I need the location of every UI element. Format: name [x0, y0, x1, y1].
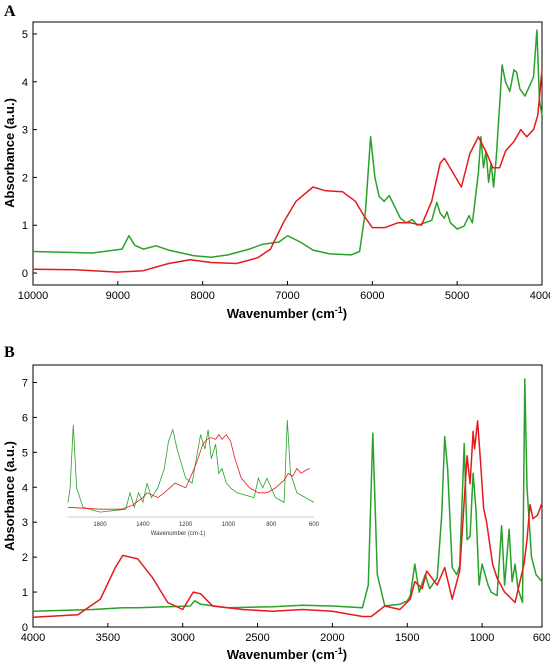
- inset-x-tick-label: 1000: [222, 522, 236, 528]
- panel-b-x-tick-label: 3500: [96, 632, 120, 644]
- panel-b-y-tick-label: 5: [22, 447, 28, 459]
- inset-series-line-1: [67, 419, 315, 513]
- panel-b-ticks: 4000 3500 3000 2500 2000 1500 1000 600 0 1 2 3 4 5 6 7: [21, 377, 550, 644]
- panel-b-y-tick-label: 2: [22, 552, 28, 564]
- panel-b-y-tick-label: 7: [22, 377, 28, 389]
- panel-a-x-tick-label: 5000: [445, 290, 469, 302]
- inset-series-line-2: [67, 433, 310, 510]
- inset-x-tick-label: 1400: [136, 522, 150, 528]
- panel-a-x-tick-label: 9000: [106, 290, 130, 302]
- panel-a-ticks: 10000 9000 8000 7000 6000 5000 4000 0 1 2 3 4 5: [18, 29, 550, 302]
- panel-b-y-axis-title: Absorbance (a.u.): [2, 441, 17, 551]
- panel-b-x-tick-label: 600: [533, 632, 550, 644]
- panel-b-y-tick-label: 0: [22, 622, 28, 634]
- panel-a-x-tick-label: 7000: [275, 290, 299, 302]
- panel-b-chart: 4000 3500 3000 2500 2000 1500 1000 60001234567 …: [2, 364, 550, 662]
- inset-x-axis-title: Wavenumber (cm-1): [151, 531, 205, 537]
- panel-a-series-line-2: [32, 69, 543, 273]
- panel-a-y-tick-label: 4: [22, 77, 28, 89]
- inset-x-tick-label: 1600: [93, 522, 107, 528]
- panel-b-x-tick-label: 1500: [395, 632, 419, 644]
- panel-a-y-tick-label: 3: [22, 125, 28, 137]
- panel-a-letter: A: [4, 3, 16, 20]
- panel-b-x-tick-label: 1000: [470, 632, 494, 644]
- panel-b-x-tick-label: 2500: [245, 632, 269, 644]
- panel-a-plot-frame: [32, 21, 543, 286]
- panel-a-x-tick-label: 8000: [190, 290, 214, 302]
- panel-b-x-tick-label: 4000: [21, 632, 45, 644]
- inset-series: [67, 419, 315, 513]
- panel-a-x-tick-label: 6000: [360, 290, 384, 302]
- panel-a-x-tick-label: 4000: [530, 290, 550, 302]
- inset-ticks: 1600 1400 1200 1000 800 600: [93, 522, 319, 528]
- panel-a-y-tick-label: 5: [22, 29, 28, 41]
- panel-b-series-line-2: [32, 420, 543, 618]
- inset-x-tick-label: 600: [309, 522, 320, 528]
- panel-b-letter: B: [4, 344, 15, 361]
- panel-a-y-tick-label: 0: [22, 268, 28, 280]
- panel-b-series: [32, 378, 543, 618]
- panel-a-y-tick-label: 1: [22, 220, 28, 232]
- panel-a-x-tick-label: 10000: [18, 290, 49, 302]
- panel-a-y-tick-label: 2: [22, 172, 28, 184]
- panel-b-y-tick-label: 1: [22, 587, 28, 599]
- panel-b-y-tick-label: 6: [22, 412, 28, 424]
- panel-a-series: [32, 29, 543, 273]
- panel-b-x-tick-label: 2000: [320, 632, 344, 644]
- panel-b-series-line-1: [32, 378, 543, 613]
- inset-x-tick-label: 800: [266, 522, 277, 528]
- panel-a-x-axis-title: Wavenumber (cm-1): [227, 305, 347, 321]
- panel-b-inset-chart: 1600 1400 1200 1000 800 600 Wavenumber (cm-1): [67, 405, 320, 537]
- panel-b-y-tick-label: 4: [22, 482, 28, 494]
- panel-a-chart: 10000 9000 8000 7000 6000 5000 4000 0 1 2 3 4 5 Wave…: [2, 21, 550, 321]
- panel-b-x-axis-title: Wavenumber (cm-1): [227, 646, 347, 662]
- panel-a-y-axis-title: Absorbance (a.u.): [2, 98, 17, 208]
- panel-b-y-tick-label: 3: [22, 517, 28, 529]
- inset-background: [68, 405, 314, 517]
- inset-x-tick-label: 1200: [179, 522, 193, 528]
- panel-b-x-tick-label: 3000: [170, 632, 194, 644]
- panel-b-plot-frame: [32, 364, 543, 628]
- panel-a-series-line-1: [32, 29, 543, 259]
